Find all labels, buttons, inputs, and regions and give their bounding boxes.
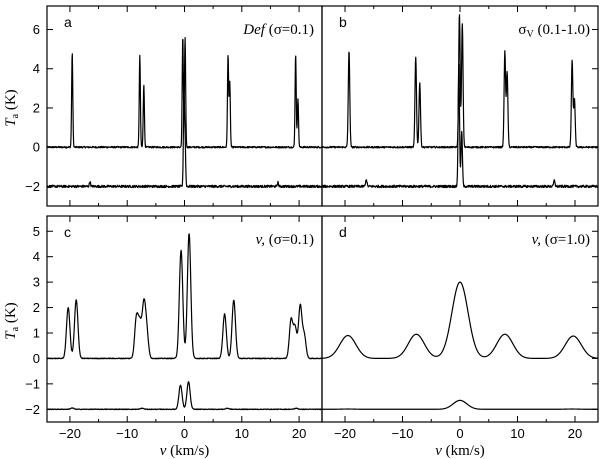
panel-b-letter: b: [339, 14, 347, 30]
panel-c-ytick-label: −1: [25, 376, 40, 391]
panel-d-series-1: [322, 281, 598, 360]
panel-d-xtick-label: 10: [510, 426, 524, 441]
panel-a-ytick-label: 6: [33, 22, 40, 37]
panel-c-xtick-label: −10: [116, 426, 138, 441]
panel-c-xtick-label: −20: [59, 426, 81, 441]
panel-d-xtick-label: −10: [391, 426, 413, 441]
panel-c-ytick-label: 0: [33, 351, 40, 366]
panel-d-annotation: v, (σ=1.0): [532, 232, 590, 248]
panel-c-letter: c: [64, 224, 71, 240]
spectra-lines: [47, 14, 598, 411]
panel-d-xtick-label: 0: [456, 426, 463, 441]
panel-c-ylabel: Ta (K): [3, 302, 21, 339]
panel-c-ytick-label: −2: [25, 402, 40, 417]
panel-d-xtick-label: −20: [334, 426, 356, 441]
panel-a-ylabel: Ta (K): [3, 89, 21, 126]
panel-a-ytick-label: 0: [33, 140, 40, 155]
panel-d-xlabel: v (km/s): [435, 443, 485, 459]
panel-c-xtick-label: 20: [292, 426, 306, 441]
panel-b-annotation: σV (0.1-1.0): [518, 22, 590, 40]
panel-b-series-2: [322, 63, 598, 189]
panel-b-series-1: [322, 14, 598, 149]
panel-a-letter: a: [64, 14, 72, 30]
panel-c-ytick-label: 5: [33, 224, 40, 239]
panel-d-xtick-label: 20: [568, 426, 582, 441]
tick-marks: [47, 6, 598, 422]
panel-frames: [46, 5, 599, 423]
panel-c-series-1: [47, 233, 322, 360]
panel-a-ytick-label: 2: [33, 100, 40, 115]
panel-c-annotation: v, (σ=0.1): [256, 232, 314, 248]
panel-a-ytick-label: −2: [25, 179, 40, 194]
annotations: a Def (σ=0.1) Ta (K) b σV (0.1-1.0) c v, (σ=0.…: [3, 14, 590, 459]
panel-c-ytick-label: 2: [33, 300, 40, 315]
panel-c-ytick-label: 3: [33, 275, 40, 290]
panel-c-xtick-label: 10: [235, 426, 249, 441]
panel-d-letter: d: [339, 224, 347, 240]
panel-a-series-2: [47, 96, 322, 189]
panel-a-annotation: Def (σ=0.1): [242, 22, 314, 38]
panel-c-series-2: [47, 381, 322, 411]
panel-a-series-1: [47, 37, 322, 149]
panel-c-ytick-label: 4: [33, 249, 40, 264]
panel-d-series-2: [322, 399, 598, 410]
panel-c-xlabel: v (km/s): [160, 443, 210, 459]
panel-c-xtick-label: 0: [181, 426, 188, 441]
panel-a-ytick-label: 4: [33, 61, 40, 76]
panel-c-ytick-label: 1: [33, 325, 40, 340]
